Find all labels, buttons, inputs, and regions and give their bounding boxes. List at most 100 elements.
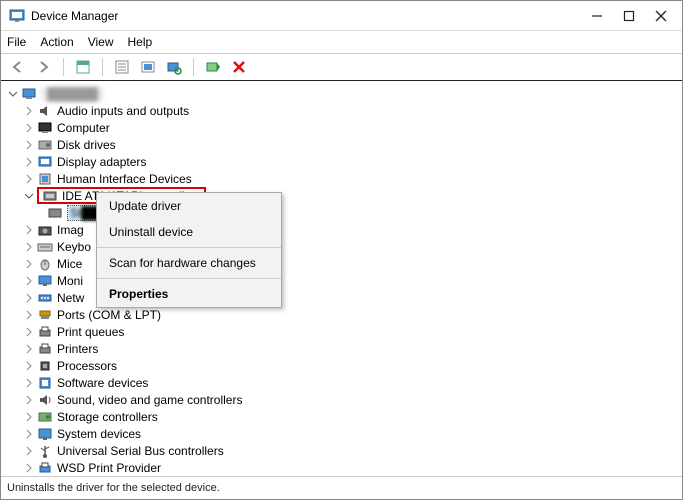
ide-icon [42,188,58,204]
tree-item-printq[interactable]: Print queues [3,323,680,340]
root-label: ██████ [41,87,104,101]
tree-label: WSD Print Provider [57,461,161,475]
tree-label: Imag [57,223,84,237]
network-icon [37,290,53,306]
context-menu: Update driver Uninstall device Scan for … [96,192,282,308]
chevron-right-icon[interactable] [23,241,35,253]
tree-item-disk[interactable]: Disk drives [3,136,680,153]
forward-button[interactable] [33,56,55,78]
tree-label: Print queues [57,325,124,339]
ctx-update-driver[interactable]: Update driver [97,193,281,219]
tree-item-ports[interactable]: Ports (COM & LPT) [3,306,680,323]
chevron-right-icon[interactable] [23,445,35,457]
toolbar-separator [102,58,103,76]
sound-icon [37,392,53,408]
tree-label: Universal Serial Bus controllers [57,444,224,458]
chevron-right-icon[interactable] [23,156,35,168]
tree-item-display[interactable]: Display adapters [3,153,680,170]
chevron-right-icon[interactable] [23,105,35,117]
chevron-right-icon[interactable] [23,326,35,338]
chevron-right-icon[interactable] [23,360,35,372]
chevron-right-icon[interactable] [23,428,35,440]
tree-label: Computer [57,121,110,135]
monitor-icon [37,273,53,289]
tree-item-computer[interactable]: Computer [3,119,680,136]
audio-icon [37,103,53,119]
tree-label: Moni [57,274,83,288]
status-text: Uninstalls the driver for the selected d… [7,482,220,494]
ports-icon [37,307,53,323]
chevron-right-icon[interactable] [23,411,35,423]
ctx-scan-hardware[interactable]: Scan for hardware changes [97,250,281,276]
ctx-separator [97,247,281,248]
maximize-button[interactable] [622,9,636,23]
menu-file[interactable]: File [7,35,26,49]
disk-icon [37,137,53,153]
hid-icon [37,171,53,187]
show-hide-button[interactable] [72,56,94,78]
toolbar-separator [63,58,64,76]
menu-view[interactable]: View [88,35,114,49]
menubar: File Action View Help [1,31,682,53]
chevron-right-icon[interactable] [23,462,35,474]
chevron-right-icon[interactable] [23,377,35,389]
enable-device-button[interactable] [202,56,224,78]
tree-item-system[interactable]: System devices [3,425,680,442]
processor-icon [37,358,53,374]
scan-button[interactable] [163,56,185,78]
chevron-right-icon[interactable] [23,394,35,406]
toolbar [1,53,682,81]
chevron-right-icon[interactable] [23,224,35,236]
tree-item-audio[interactable]: Audio inputs and outputs [3,102,680,119]
tree-label: Audio inputs and outputs [57,104,189,118]
window-root: Device Manager File Action View Help ███… [0,0,683,500]
chevron-right-icon[interactable] [23,122,35,134]
mouse-icon [37,256,53,272]
system-icon [37,426,53,442]
computer-icon [21,86,37,102]
chevron-right-icon[interactable] [23,343,35,355]
properties-button[interactable] [111,56,133,78]
tree-item-wsd[interactable]: WSD Print Provider [3,459,680,476]
tree-item-sound[interactable]: Sound, video and game controllers [3,391,680,408]
tree-label: Display adapters [57,155,146,169]
tree-label: Processors [57,359,117,373]
tree-label: Ports (COM & LPT) [57,308,161,322]
chevron-right-icon[interactable] [23,173,35,185]
statusbar: Uninstalls the driver for the selected d… [1,477,682,499]
minimize-button[interactable] [590,9,604,23]
ctx-properties[interactable]: Properties [97,281,281,307]
ctx-separator [97,278,281,279]
tree-item-storage[interactable]: Storage controllers [3,408,680,425]
chevron-right-icon[interactable] [23,292,35,304]
menu-action[interactable]: Action [40,35,73,49]
chevron-down-icon[interactable] [7,88,19,100]
tree-label: Keybo [57,240,91,254]
tree-label: Storage controllers [57,410,158,424]
chevron-down-icon[interactable] [23,190,35,202]
tree-label: Printers [57,342,98,356]
tree-item-processors[interactable]: Processors [3,357,680,374]
software-icon [37,375,53,391]
app-icon [9,8,25,24]
close-button[interactable] [654,9,668,23]
tree-item-hid[interactable]: Human Interface Devices [3,170,680,187]
window-title: Device Manager [31,9,590,23]
update-driver-button[interactable] [137,56,159,78]
back-button[interactable] [7,56,29,78]
chevron-right-icon[interactable] [23,275,35,287]
chevron-right-icon[interactable] [23,258,35,270]
chevron-right-icon[interactable] [23,309,35,321]
tree-label: Human Interface Devices [57,172,192,186]
tree-item-usb[interactable]: Universal Serial Bus controllers [3,442,680,459]
uninstall-button[interactable] [228,56,250,78]
menu-help[interactable]: Help [128,35,153,49]
tree-item-printers[interactable]: Printers [3,340,680,357]
chevron-right-icon[interactable] [23,139,35,151]
tree-label: Disk drives [57,138,116,152]
ctx-uninstall-device[interactable]: Uninstall device [97,219,281,245]
storage-icon [37,409,53,425]
printer-icon [37,341,53,357]
tree-item-software[interactable]: Software devices [3,374,680,391]
tree-root[interactable]: ██████ [3,85,680,102]
